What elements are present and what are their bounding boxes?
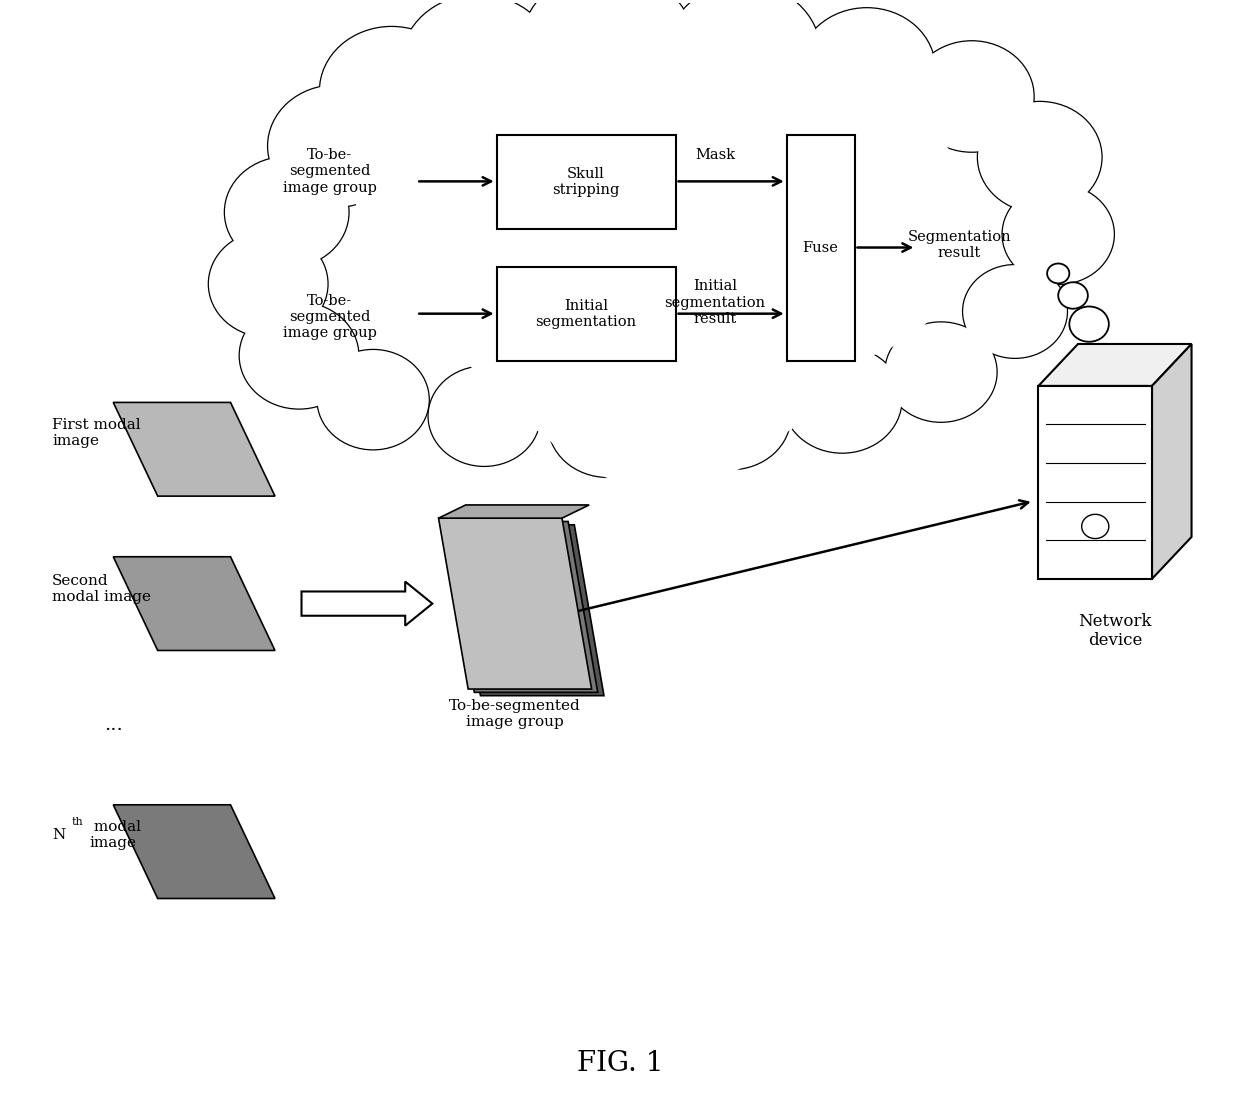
- Bar: [496, 135, 676, 228]
- Circle shape: [1003, 185, 1114, 284]
- Text: modal
image: modal image: [89, 820, 141, 850]
- Circle shape: [441, 69, 885, 465]
- Circle shape: [978, 102, 1101, 213]
- Circle shape: [441, 69, 885, 465]
- Circle shape: [910, 41, 1033, 152]
- Circle shape: [782, 347, 901, 452]
- Circle shape: [1003, 185, 1114, 284]
- Text: Fuse: Fuse: [802, 242, 838, 255]
- Bar: [786, 135, 854, 361]
- Circle shape: [355, 80, 676, 367]
- Circle shape: [521, 0, 694, 124]
- Circle shape: [1058, 283, 1087, 309]
- Text: To-be-segmented
image group: To-be-segmented image group: [449, 699, 582, 729]
- Circle shape: [1069, 307, 1109, 341]
- Bar: [496, 267, 676, 361]
- Text: Initial
segmentation
result: Initial segmentation result: [665, 279, 765, 326]
- Text: To-be-
segmented
image group: To-be- segmented image group: [283, 148, 377, 195]
- Circle shape: [799, 8, 935, 130]
- Circle shape: [799, 8, 935, 130]
- Circle shape: [402, 0, 554, 132]
- Circle shape: [667, 0, 820, 121]
- Circle shape: [672, 363, 790, 469]
- Circle shape: [429, 367, 539, 465]
- Circle shape: [1081, 514, 1109, 538]
- Text: Skull
stripping: Skull stripping: [552, 167, 620, 197]
- Circle shape: [355, 80, 676, 367]
- Text: To-be-
segmented
image group: To-be- segmented image group: [283, 294, 377, 340]
- Bar: [1038, 386, 1152, 578]
- Circle shape: [429, 367, 539, 465]
- Polygon shape: [445, 522, 598, 692]
- Text: Segmentation
result: Segmentation result: [908, 230, 1012, 260]
- Circle shape: [224, 157, 348, 267]
- Polygon shape: [113, 556, 275, 650]
- Text: Mask: Mask: [694, 147, 735, 162]
- Circle shape: [548, 371, 667, 476]
- Circle shape: [320, 27, 464, 155]
- Text: N: N: [52, 828, 66, 842]
- Polygon shape: [113, 402, 275, 496]
- Polygon shape: [451, 525, 604, 696]
- Circle shape: [782, 347, 901, 452]
- Text: Network
device: Network device: [1079, 613, 1152, 649]
- Text: Initial
segmentation: Initial segmentation: [536, 299, 636, 329]
- Circle shape: [239, 302, 358, 409]
- Circle shape: [667, 0, 820, 121]
- Circle shape: [651, 80, 972, 367]
- Text: th: th: [72, 817, 83, 827]
- Polygon shape: [1152, 343, 1192, 578]
- Circle shape: [885, 322, 997, 422]
- Polygon shape: [113, 804, 275, 899]
- Circle shape: [521, 0, 694, 124]
- Text: FIG. 1: FIG. 1: [577, 1049, 663, 1077]
- Text: First modal
image: First modal image: [52, 418, 141, 448]
- Circle shape: [963, 265, 1066, 358]
- Circle shape: [402, 0, 554, 132]
- Circle shape: [515, 224, 811, 488]
- Circle shape: [208, 230, 327, 337]
- Circle shape: [548, 371, 667, 476]
- Circle shape: [317, 350, 429, 449]
- Circle shape: [515, 224, 811, 488]
- Circle shape: [224, 157, 348, 267]
- Polygon shape: [439, 519, 591, 689]
- Circle shape: [320, 27, 464, 155]
- Circle shape: [963, 265, 1066, 358]
- FancyArrow shape: [301, 582, 433, 626]
- Circle shape: [885, 322, 997, 422]
- Circle shape: [239, 302, 358, 409]
- Circle shape: [268, 85, 404, 207]
- Circle shape: [910, 41, 1033, 152]
- Polygon shape: [439, 505, 589, 519]
- Circle shape: [978, 102, 1101, 213]
- Circle shape: [208, 230, 327, 337]
- Circle shape: [268, 85, 404, 207]
- Circle shape: [651, 80, 972, 367]
- Text: ...: ...: [104, 716, 123, 733]
- Polygon shape: [1038, 343, 1192, 386]
- Circle shape: [317, 350, 429, 449]
- Circle shape: [1047, 264, 1069, 284]
- Text: Second
modal image: Second modal image: [52, 574, 151, 604]
- Circle shape: [672, 363, 790, 469]
